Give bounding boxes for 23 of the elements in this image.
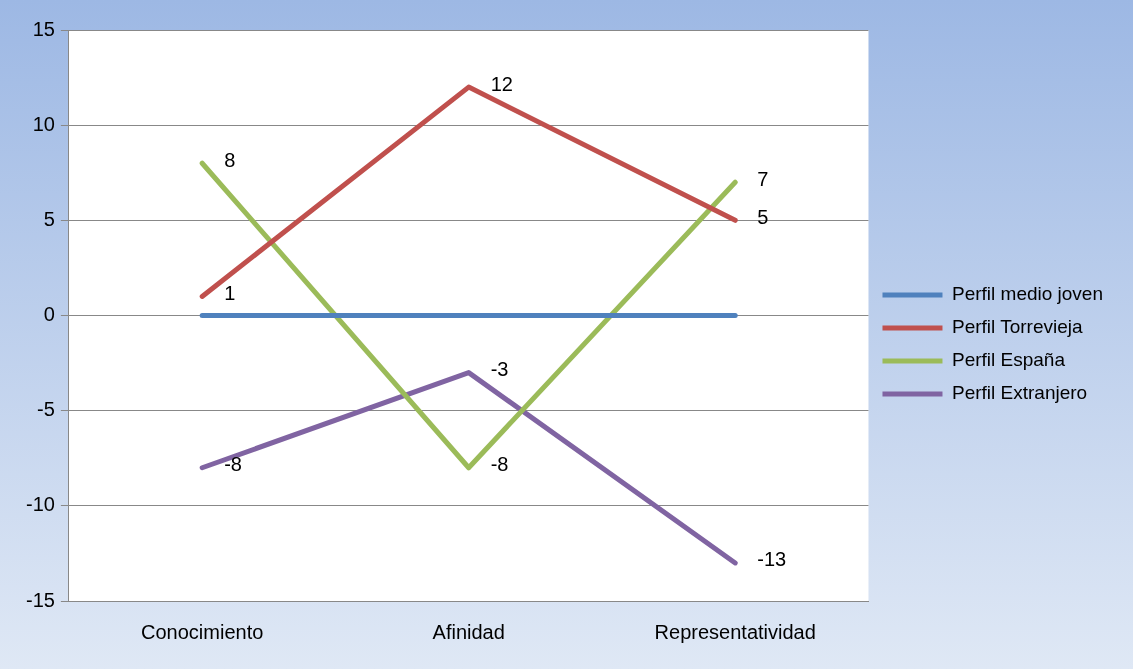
legend-label: Perfil medio joven — [951, 283, 1104, 305]
x-tick-label: Conocimiento — [141, 620, 264, 643]
y-tick-label: -10 — [26, 493, 55, 516]
data-label: 12 — [490, 72, 513, 95]
data-label: 8 — [224, 148, 236, 171]
y-tick-label: 10 — [32, 112, 55, 135]
y-tick-label: -5 — [37, 398, 55, 421]
legend-label: Perfil España — [951, 349, 1066, 371]
x-tick-label: Representatividad — [654, 620, 816, 643]
y-tick-label: -15 — [26, 588, 55, 611]
y-tick-label: 15 — [32, 17, 55, 40]
x-tick-label: Afinidad — [432, 620, 505, 643]
legend-label: Perfil Extranjero — [951, 382, 1088, 404]
data-label: -13 — [757, 548, 787, 571]
legend-label: Perfil Torrevieja — [951, 316, 1083, 338]
data-label: 5 — [757, 205, 769, 228]
data-label: 7 — [757, 167, 769, 190]
y-tick-label: 5 — [43, 207, 55, 230]
data-label: -3 — [490, 358, 509, 381]
data-label: -8 — [490, 453, 509, 476]
y-tick-label: 0 — [43, 303, 55, 326]
data-label: 1 — [224, 281, 236, 304]
data-label: -8 — [224, 453, 242, 476]
